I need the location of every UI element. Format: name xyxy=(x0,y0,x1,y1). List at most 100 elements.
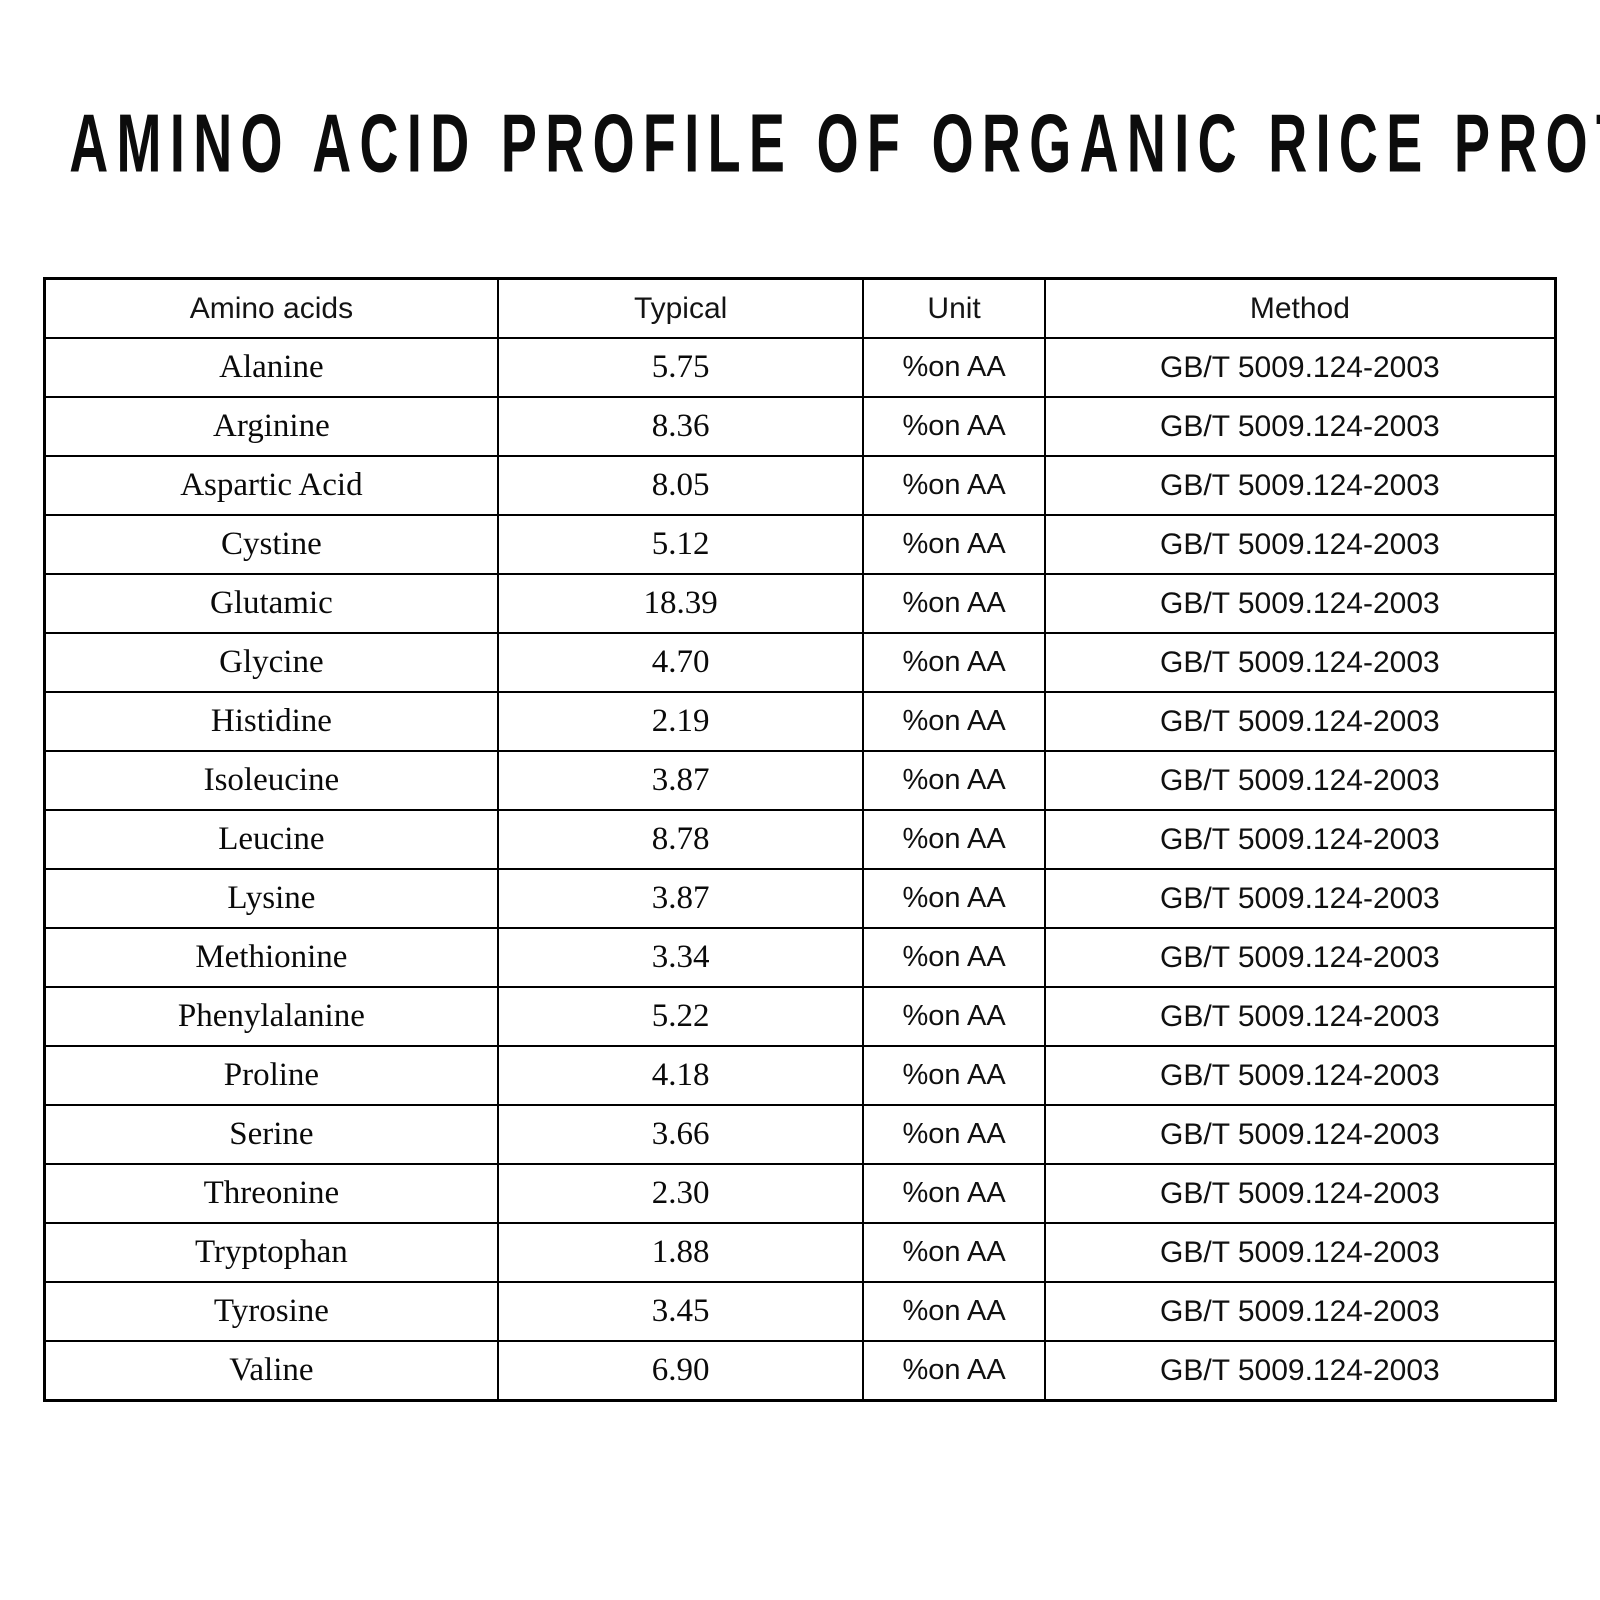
table-row: Glycine 4.70 %on AA GB/T 5009.124-2003 xyxy=(43,632,1557,693)
table-row: Histidine 2.19 %on AA GB/T 5009.124-2003 xyxy=(43,691,1557,752)
table-row: Alanine 5.75 %on AA GB/T 5009.124-2003 xyxy=(43,337,1557,398)
table-body: Alanine 5.75 %on AA GB/T 5009.124-2003 Argin… xyxy=(43,337,1557,1402)
cell-name: Tyrosine xyxy=(43,1281,499,1342)
cell-unit: %on AA xyxy=(862,809,1046,870)
cell-method: GB/T 5009.124-2003 xyxy=(1043,809,1557,870)
cell-name: Histidine xyxy=(43,691,499,752)
cell-name: Arginine xyxy=(43,396,499,457)
cell-typical: 4.70 xyxy=(496,632,865,693)
cell-method: GB/T 5009.124-2003 xyxy=(1043,1340,1557,1402)
header-cell-unit: Unit xyxy=(862,277,1046,339)
cell-unit: %on AA xyxy=(862,986,1046,1047)
cell-typical: 3.34 xyxy=(496,927,865,988)
cell-typical: 6.90 xyxy=(496,1340,865,1402)
cell-method: GB/T 5009.124-2003 xyxy=(1043,927,1557,988)
table-row: Serine 3.66 %on AA GB/T 5009.124-2003 xyxy=(43,1104,1557,1165)
cell-unit: %on AA xyxy=(862,1281,1046,1342)
cell-name: Threonine xyxy=(43,1163,499,1224)
cell-method: GB/T 5009.124-2003 xyxy=(1043,514,1557,575)
cell-name: Valine xyxy=(43,1340,499,1402)
cell-method: GB/T 5009.124-2003 xyxy=(1043,750,1557,811)
cell-method: GB/T 5009.124-2003 xyxy=(1043,1281,1557,1342)
cell-name: Phenylalanine xyxy=(43,986,499,1047)
cell-typical: 8.05 xyxy=(496,455,865,516)
cell-typical: 5.22 xyxy=(496,986,865,1047)
table-row: Phenylalanine 5.22 %on AA GB/T 5009.124-200… xyxy=(43,986,1557,1047)
cell-unit: %on AA xyxy=(862,1104,1046,1165)
table-row: Tyrosine 3.45 %on AA GB/T 5009.124-2003 xyxy=(43,1281,1557,1342)
cell-name: Cystine xyxy=(43,514,499,575)
cell-method: GB/T 5009.124-2003 xyxy=(1043,632,1557,693)
cell-unit: %on AA xyxy=(862,396,1046,457)
table-row: Isoleucine 3.87 %on AA GB/T 5009.124-2003 xyxy=(43,750,1557,811)
table-row: Proline 4.18 %on AA GB/T 5009.124-2003 xyxy=(43,1045,1557,1106)
table-row: Glutamic 18.39 %on AA GB/T 5009.124-2003 xyxy=(43,573,1557,634)
table-row: Tryptophan 1.88 %on AA GB/T 5009.124-2003 xyxy=(43,1222,1557,1283)
cell-unit: %on AA xyxy=(862,573,1046,634)
table-row: Leucine 8.78 %on AA GB/T 5009.124-2003 xyxy=(43,809,1557,870)
cell-unit: %on AA xyxy=(862,337,1046,398)
cell-method: GB/T 5009.124-2003 xyxy=(1043,1104,1557,1165)
table-row: Cystine 5.12 %on AA GB/T 5009.124-2003 xyxy=(43,514,1557,575)
table-row: Methionine 3.34 %on AA GB/T 5009.124-2003 xyxy=(43,927,1557,988)
title-wrap: AMINO ACID PROFILE OF ORGANIC RICE PROTE… xyxy=(0,96,1600,189)
cell-name: Tryptophan xyxy=(43,1222,499,1283)
header-cell-amino-acids: Amino acids xyxy=(43,277,499,339)
table-row: Threonine 2.30 %on AA GB/T 5009.124-2003 xyxy=(43,1163,1557,1224)
cell-name: Serine xyxy=(43,1104,499,1165)
cell-typical: 3.87 xyxy=(496,750,865,811)
cell-name: Methionine xyxy=(43,927,499,988)
cell-name: Aspartic Acid xyxy=(43,455,499,516)
cell-typical: 4.18 xyxy=(496,1045,865,1106)
cell-name: Glutamic xyxy=(43,573,499,634)
cell-unit: %on AA xyxy=(862,1045,1046,1106)
cell-unit: %on AA xyxy=(862,1222,1046,1283)
cell-method: GB/T 5009.124-2003 xyxy=(1043,868,1557,929)
table-row: Arginine 8.36 %on AA GB/T 5009.124-2003 xyxy=(43,396,1557,457)
cell-method: GB/T 5009.124-2003 xyxy=(1043,337,1557,398)
cell-typical: 5.75 xyxy=(496,337,865,398)
table-row: Valine 6.90 %on AA GB/T 5009.124-2003 xyxy=(43,1340,1557,1402)
cell-method: GB/T 5009.124-2003 xyxy=(1043,1222,1557,1283)
cell-unit: %on AA xyxy=(862,632,1046,693)
cell-typical: 18.39 xyxy=(496,573,865,634)
cell-typical: 2.19 xyxy=(496,691,865,752)
cell-typical: 5.12 xyxy=(496,514,865,575)
cell-unit: %on AA xyxy=(862,514,1046,575)
header-cell-typical: Typical xyxy=(496,277,865,339)
amino-acid-table: Amino acids Typical Unit Method Alanine 5.75… xyxy=(43,277,1557,1402)
cell-unit: %on AA xyxy=(862,455,1046,516)
table-row: Lysine 3.87 %on AA GB/T 5009.124-2003 xyxy=(43,868,1557,929)
cell-unit: %on AA xyxy=(862,1163,1046,1224)
table-row: Aspartic Acid 8.05 %on AA GB/T 5009.124-200… xyxy=(43,455,1557,516)
cell-name: Leucine xyxy=(43,809,499,870)
cell-method: GB/T 5009.124-2003 xyxy=(1043,573,1557,634)
cell-typical: 1.88 xyxy=(496,1222,865,1283)
cell-method: GB/T 5009.124-2003 xyxy=(1043,691,1557,752)
cell-name: Lysine xyxy=(43,868,499,929)
cell-name: Proline xyxy=(43,1045,499,1106)
header-cell-method: Method xyxy=(1043,277,1557,339)
cell-typical: 3.66 xyxy=(496,1104,865,1165)
page-title: AMINO ACID PROFILE OF ORGANIC RICE PROTE… xyxy=(69,97,1600,190)
cell-typical: 8.78 xyxy=(496,809,865,870)
cell-name: Alanine xyxy=(43,337,499,398)
cell-method: GB/T 5009.124-2003 xyxy=(1043,455,1557,516)
cell-typical: 2.30 xyxy=(496,1163,865,1224)
cell-method: GB/T 5009.124-2003 xyxy=(1043,396,1557,457)
cell-unit: %on AA xyxy=(862,750,1046,811)
cell-name: Isoleucine xyxy=(43,750,499,811)
cell-name: Glycine xyxy=(43,632,499,693)
cell-unit: %on AA xyxy=(862,1340,1046,1402)
cell-unit: %on AA xyxy=(862,927,1046,988)
cell-typical: 3.87 xyxy=(496,868,865,929)
cell-unit: %on AA xyxy=(862,868,1046,929)
cell-method: GB/T 5009.124-2003 xyxy=(1043,1163,1557,1224)
cell-typical: 8.36 xyxy=(496,396,865,457)
cell-typical: 3.45 xyxy=(496,1281,865,1342)
table-header-row: Amino acids Typical Unit Method xyxy=(43,277,1557,339)
cell-method: GB/T 5009.124-2003 xyxy=(1043,986,1557,1047)
cell-unit: %on AA xyxy=(862,691,1046,752)
cell-method: GB/T 5009.124-2003 xyxy=(1043,1045,1557,1106)
